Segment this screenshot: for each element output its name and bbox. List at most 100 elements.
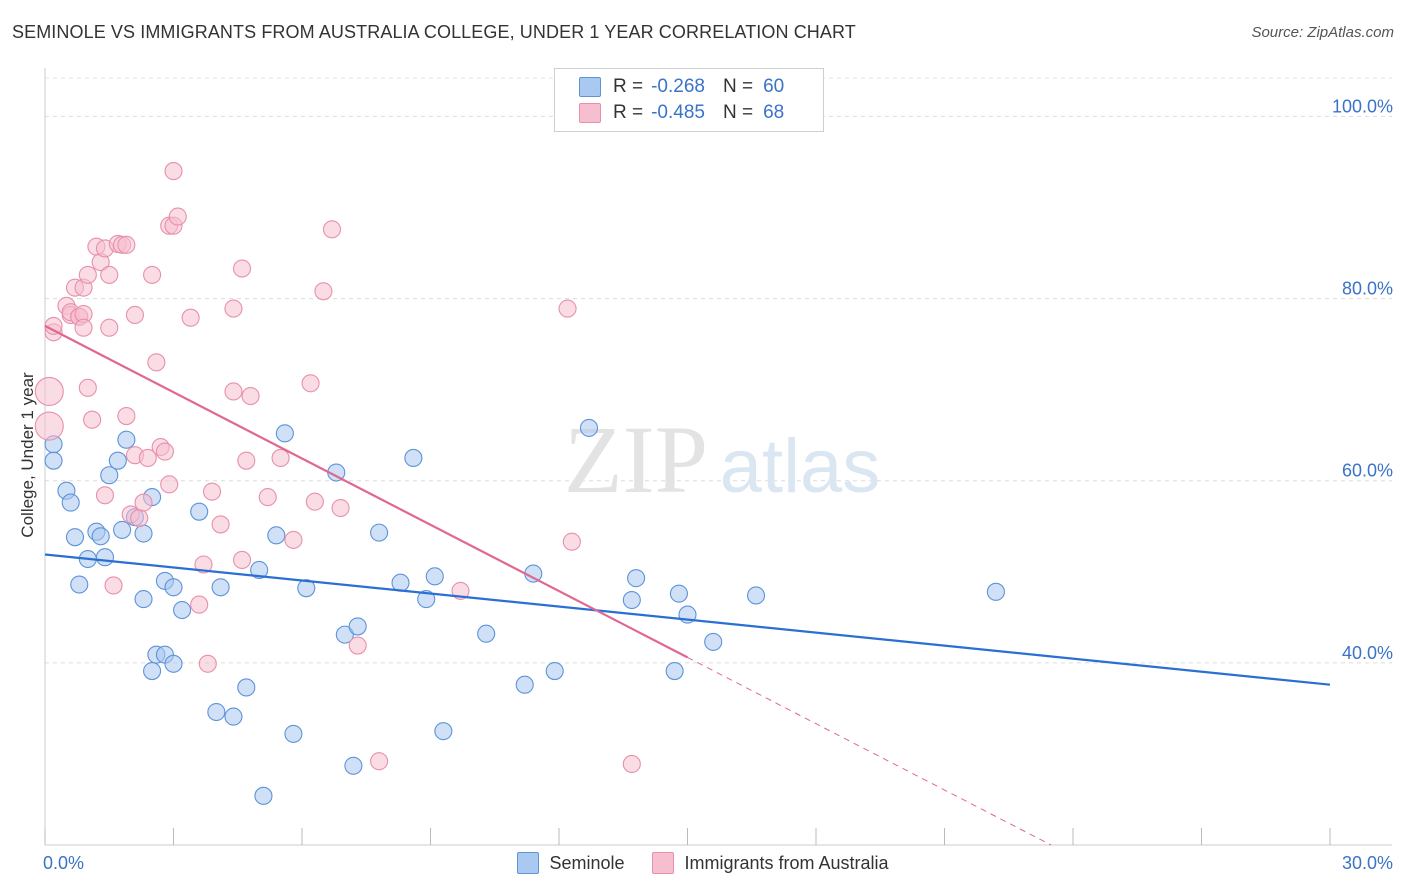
immigrants-australia-point: [203, 482, 222, 501]
watermark-atlas: atlas: [720, 424, 881, 509]
seminole-point: [207, 702, 226, 722]
immigrants-australia-point: [370, 752, 389, 771]
legend-row-seminole: R = -0.268 N = 60: [579, 75, 784, 99]
seminole-point: [100, 466, 119, 485]
seminole-point: [211, 578, 230, 597]
immigrants-australia-point: [331, 498, 350, 518]
seminole-point: [622, 590, 641, 610]
seminole-point: [704, 632, 723, 651]
legend-r-value: -0.268: [651, 76, 705, 97]
immigrants-australia-point: [562, 532, 581, 551]
seminole-point: [95, 548, 115, 567]
immigrants-australia-point: [314, 282, 333, 301]
immigrants-australia-point: [258, 488, 277, 507]
bottom-legend-label: Seminole: [549, 852, 625, 873]
seminole-point: [579, 418, 599, 437]
y-tick-label: 100.0%: [1332, 96, 1393, 116]
seminole-point: [417, 590, 436, 609]
seminole-trend-line: [44, 553, 1331, 686]
watermark: ZIP atlas: [564, 406, 880, 513]
seminole-point: [404, 448, 423, 467]
seminole-point: [134, 590, 153, 609]
legend: R = -0.268 N = 60 R = -0.485 N = 68: [554, 68, 824, 132]
seminole-point: [434, 722, 453, 741]
seminole-point: [237, 678, 256, 697]
seminole-point: [91, 527, 110, 546]
immigrants-australia-point: [134, 493, 153, 512]
legend-swatch-pink: [579, 103, 601, 123]
immigrants-australia-point: [83, 410, 102, 429]
bottom-legend-swatch-blue: [517, 852, 540, 874]
seminole-point: [275, 424, 294, 443]
immigrants-australia-point: [237, 451, 256, 470]
seminole-point: [173, 600, 192, 620]
bottom-legend-seminole[interactable]: Seminole: [517, 852, 624, 874]
y-tick-label: 60.0%: [1342, 461, 1393, 481]
seminole-point: [267, 526, 286, 545]
immigrants-australia-point: [138, 448, 157, 467]
y-tick-label: 80.0%: [1342, 279, 1393, 299]
immigrants-australia-point: [284, 530, 303, 549]
seminole-point: [250, 560, 269, 580]
x-tick-label: 30.0%: [1342, 853, 1393, 873]
immigrants-australia-point: [224, 382, 243, 401]
seminole-point: [665, 662, 684, 681]
seminole-point: [65, 528, 85, 547]
seminole-point: [190, 502, 209, 521]
seminole-point: [627, 569, 646, 588]
legend-n-label: N =: [722, 102, 754, 123]
data-points: [34, 162, 1005, 805]
seminole-point: [61, 493, 80, 512]
immigrants-australia-point: [305, 492, 324, 511]
immigrants-australia-point: [164, 162, 183, 181]
immigrants-australia-point: [100, 265, 119, 284]
trend-lines: [44, 324, 1331, 846]
immigrants-australia-point: [78, 378, 97, 397]
seminole-point: [348, 617, 367, 636]
seminole-point: [164, 654, 183, 673]
immigrants-australia-point: [147, 353, 166, 372]
seminole-point: [143, 662, 162, 681]
immigrants-australia-point: [241, 386, 260, 406]
immigrants-australia-point: [232, 259, 252, 278]
axes: [44, 68, 1392, 846]
legend-r-label: R =: [613, 76, 644, 97]
immigrants-australia-point: [143, 265, 162, 284]
legend-r-label: R =: [613, 102, 644, 123]
legend-n-value: 68: [763, 102, 785, 123]
immigrants-australia-point: [44, 316, 63, 335]
immigrants-australia-point: [271, 448, 290, 467]
legend-r-value: -0.485: [651, 102, 705, 123]
immigrants-australia-trend-line: [44, 324, 689, 659]
immigrants-australia-point: [622, 754, 641, 773]
seminole-point: [134, 524, 153, 543]
seminole-point: [746, 586, 766, 605]
seminole-point: [70, 575, 89, 594]
immigrants-australia-point: [34, 376, 64, 407]
seminole-point: [297, 579, 316, 598]
immigrants-australia-point: [117, 407, 136, 426]
immigrants-australia-point: [558, 299, 577, 318]
immigrants-australia-point: [348, 636, 367, 655]
immigrants-australia-point: [78, 265, 97, 284]
seminole-point: [224, 707, 243, 726]
seminole-point: [117, 430, 136, 449]
seminole-point: [545, 662, 564, 681]
seminole-point: [108, 451, 127, 470]
seminole-point: [515, 675, 534, 694]
legend-n-value: 60: [763, 76, 785, 97]
immigrants-australia-point: [117, 235, 136, 254]
immigrants-australia-point: [155, 442, 174, 461]
legend-row-immigrants-australia: R = -0.485 N = 68: [579, 101, 784, 125]
seminole-point: [391, 573, 410, 592]
source-label: Source: ZipAtlas.com: [1251, 24, 1394, 41]
seminole-point: [254, 786, 273, 805]
chart-title: SEMINOLE VS IMMIGRANTS FROM AUSTRALIA CO…: [12, 22, 856, 42]
seminole-point: [344, 756, 363, 775]
legend-swatch-blue: [579, 77, 601, 97]
immigrants-australia-point: [160, 475, 179, 494]
bottom-legend-immigrants-australia[interactable]: Immigrants from Australia: [652, 852, 889, 874]
immigrants-australia-point: [125, 305, 144, 325]
immigrants-australia-point: [301, 374, 320, 393]
